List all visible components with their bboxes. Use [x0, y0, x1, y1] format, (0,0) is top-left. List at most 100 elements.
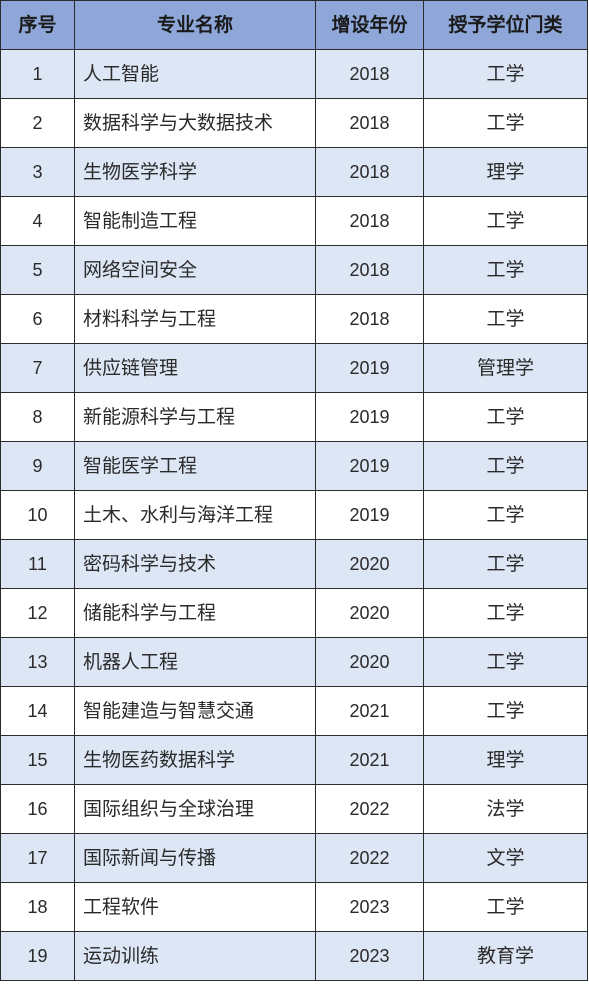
cell-degree-category: 工学	[423, 98, 588, 148]
cell-serial-number: 18	[0, 882, 75, 932]
cell-major-name: 人工智能	[74, 49, 316, 99]
cell-degree-category: 工学	[423, 637, 588, 687]
cell-major-name: 运动训练	[74, 931, 316, 981]
cell-degree-category: 理学	[423, 147, 588, 197]
cell-serial-number: 9	[0, 441, 75, 491]
table-row: 7 供应链管理 2019 管理学	[0, 343, 588, 393]
table-row: 14 智能建造与智慧交通 2021 工学	[0, 686, 588, 736]
table-row: 18 工程软件 2023 工学	[0, 882, 588, 932]
table-row: 9 智能医学工程 2019 工学	[0, 441, 588, 491]
cell-major-name: 数据科学与大数据技术	[74, 98, 316, 148]
cell-serial-number: 5	[0, 245, 75, 295]
cell-major-name: 材料科学与工程	[74, 294, 316, 344]
cell-serial-number: 11	[0, 539, 75, 589]
cell-degree-category: 法学	[423, 784, 588, 834]
cell-major-name: 生物医学科学	[74, 147, 316, 197]
cell-serial-number: 17	[0, 833, 75, 883]
cell-serial-number: 2	[0, 98, 75, 148]
cell-serial-number: 4	[0, 196, 75, 246]
cell-serial-number: 12	[0, 588, 75, 638]
cell-degree-category: 教育学	[423, 931, 588, 981]
table-row: 12 储能科学与工程 2020 工学	[0, 588, 588, 638]
cell-major-name: 新能源科学与工程	[74, 392, 316, 442]
table-row: 4 智能制造工程 2018 工学	[0, 196, 588, 246]
table-row: 19 运动训练 2023 教育学	[0, 931, 588, 981]
cell-year-added: 2022	[315, 833, 424, 883]
cell-year-added: 2018	[315, 294, 424, 344]
cell-major-name: 机器人工程	[74, 637, 316, 687]
cell-degree-category: 工学	[423, 196, 588, 246]
table-row: 8 新能源科学与工程 2019 工学	[0, 392, 588, 442]
cell-year-added: 2018	[315, 196, 424, 246]
table-row: 6 材料科学与工程 2018 工学	[0, 294, 588, 344]
cell-year-added: 2019	[315, 490, 424, 540]
cell-degree-category: 管理学	[423, 343, 588, 393]
cell-serial-number: 6	[0, 294, 75, 344]
cell-major-name: 网络空间安全	[74, 245, 316, 295]
cell-major-name: 生物医药数据科学	[74, 735, 316, 785]
table-row: 16 国际组织与全球治理 2022 法学	[0, 784, 588, 834]
cell-major-name: 智能医学工程	[74, 441, 316, 491]
header-year-added: 增设年份	[315, 0, 424, 50]
cell-year-added: 2020	[315, 588, 424, 638]
cell-year-added: 2018	[315, 49, 424, 99]
cell-serial-number: 14	[0, 686, 75, 736]
cell-serial-number: 19	[0, 931, 75, 981]
cell-year-added: 2021	[315, 735, 424, 785]
table-row: 17 国际新闻与传播 2022 文学	[0, 833, 588, 883]
table-row: 11 密码科学与技术 2020 工学	[0, 539, 588, 589]
cell-degree-category: 理学	[423, 735, 588, 785]
cell-degree-category: 工学	[423, 49, 588, 99]
cell-degree-category: 工学	[423, 392, 588, 442]
cell-major-name: 供应链管理	[74, 343, 316, 393]
table-row: 15 生物医药数据科学 2021 理学	[0, 735, 588, 785]
cell-degree-category: 工学	[423, 245, 588, 295]
cell-serial-number: 1	[0, 49, 75, 99]
table-row: 5 网络空间安全 2018 工学	[0, 245, 588, 295]
cell-serial-number: 8	[0, 392, 75, 442]
cell-year-added: 2023	[315, 882, 424, 932]
cell-degree-category: 工学	[423, 294, 588, 344]
cell-major-name: 储能科学与工程	[74, 588, 316, 638]
table-row: 10 土木、水利与海洋工程 2019 工学	[0, 490, 588, 540]
cell-major-name: 密码科学与技术	[74, 539, 316, 589]
cell-degree-category: 工学	[423, 490, 588, 540]
cell-year-added: 2022	[315, 784, 424, 834]
cell-year-added: 2018	[315, 147, 424, 197]
cell-serial-number: 16	[0, 784, 75, 834]
cell-year-added: 2018	[315, 98, 424, 148]
cell-major-name: 国际新闻与传播	[74, 833, 316, 883]
cell-year-added: 2020	[315, 637, 424, 687]
cell-serial-number: 7	[0, 343, 75, 393]
cell-year-added: 2023	[315, 931, 424, 981]
cell-year-added: 2019	[315, 441, 424, 491]
table-row: 13 机器人工程 2020 工学	[0, 637, 588, 687]
cell-degree-category: 工学	[423, 441, 588, 491]
cell-major-name: 智能建造与智慧交通	[74, 686, 316, 736]
header-row: 序号 专业名称 增设年份 授予学位门类	[0, 0, 588, 50]
header-degree-category: 授予学位门类	[423, 0, 588, 50]
table-body: 1 人工智能 2018 工学 2 数据科学与大数据技术 2018 工学 3 生物医学科学 2018 理…	[0, 49, 588, 981]
header-major-name: 专业名称	[74, 0, 316, 50]
cell-serial-number: 10	[0, 490, 75, 540]
cell-year-added: 2018	[315, 245, 424, 295]
cell-serial-number: 13	[0, 637, 75, 687]
cell-degree-category: 工学	[423, 588, 588, 638]
cell-year-added: 2020	[315, 539, 424, 589]
cell-serial-number: 15	[0, 735, 75, 785]
cell-year-added: 2019	[315, 343, 424, 393]
cell-degree-category: 文学	[423, 833, 588, 883]
cell-major-name: 土木、水利与海洋工程	[74, 490, 316, 540]
cell-major-name: 工程软件	[74, 882, 316, 932]
header-serial-number: 序号	[0, 0, 75, 50]
cell-degree-category: 工学	[423, 686, 588, 736]
cell-year-added: 2021	[315, 686, 424, 736]
cell-degree-category: 工学	[423, 882, 588, 932]
cell-year-added: 2019	[315, 392, 424, 442]
table-header: 序号 专业名称 增设年份 授予学位门类	[0, 0, 588, 50]
table-row: 1 人工智能 2018 工学	[0, 49, 588, 99]
cell-serial-number: 3	[0, 147, 75, 197]
table-row: 2 数据科学与大数据技术 2018 工学	[0, 98, 588, 148]
